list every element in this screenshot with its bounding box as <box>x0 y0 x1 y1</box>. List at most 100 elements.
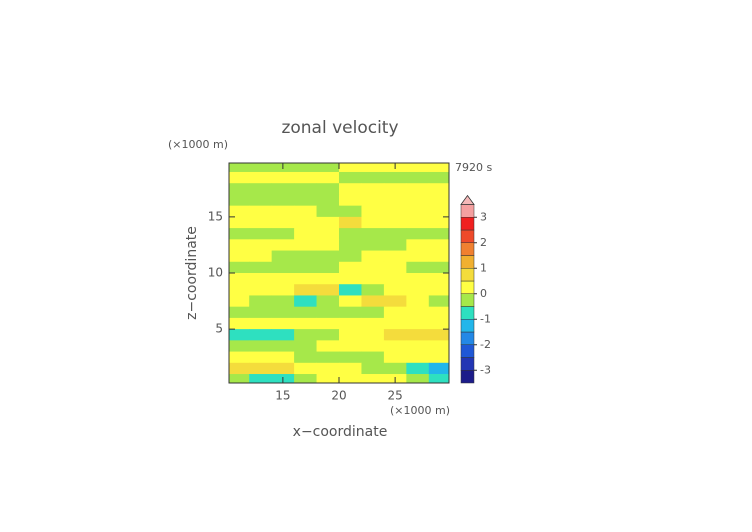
cell <box>383 228 407 240</box>
cell <box>249 228 273 240</box>
cell <box>271 171 295 184</box>
cell <box>229 194 250 207</box>
cell <box>428 295 449 308</box>
cell <box>428 216 449 229</box>
cell <box>316 284 340 296</box>
cell <box>294 261 317 274</box>
colorbar-segment <box>460 204 475 218</box>
cell <box>271 295 295 308</box>
cell <box>406 250 430 263</box>
cell <box>294 351 317 364</box>
cell <box>361 351 385 364</box>
cell <box>316 362 340 375</box>
cell <box>383 340 407 352</box>
y-tick-label: 5 <box>215 322 223 336</box>
cell <box>383 239 407 251</box>
colorbar-tick-label: -1 <box>480 312 491 325</box>
cell <box>361 295 385 308</box>
cell <box>249 250 273 263</box>
cell <box>428 228 449 240</box>
cell <box>316 205 340 218</box>
cell <box>229 273 250 285</box>
cell <box>339 306 362 319</box>
colorbar-segment <box>460 319 475 333</box>
cell <box>316 216 340 229</box>
cell <box>339 374 362 383</box>
cell <box>249 194 273 207</box>
cell <box>428 306 449 319</box>
colorbar-segment <box>460 255 475 269</box>
cell <box>406 163 430 173</box>
cell <box>406 183 430 195</box>
cell <box>316 351 340 364</box>
cell <box>361 317 385 330</box>
cell <box>229 216 250 229</box>
cell <box>249 163 273 173</box>
cell <box>229 239 250 251</box>
cell <box>294 194 317 207</box>
cell <box>294 374 317 383</box>
cell <box>383 306 407 319</box>
cell <box>339 171 362 184</box>
cell <box>249 171 273 184</box>
cell <box>249 306 273 319</box>
colorbar-tick-label: 2 <box>480 236 487 249</box>
cell <box>361 261 385 274</box>
cell <box>339 340 362 352</box>
cell <box>249 295 273 308</box>
colorbar-tick-label: 3 <box>480 210 487 223</box>
x-axis-label: x−coordinate <box>293 424 388 440</box>
colorbar-tick-label: -3 <box>480 363 491 376</box>
cell <box>229 317 250 330</box>
cell <box>316 374 340 383</box>
cell <box>383 273 407 285</box>
cell <box>271 317 295 330</box>
cell <box>316 329 340 341</box>
x-tick-label: 15 <box>275 389 290 403</box>
cell <box>271 216 295 229</box>
cell <box>406 194 430 207</box>
cell <box>383 295 407 308</box>
cell <box>406 284 430 296</box>
cell <box>383 351 407 364</box>
cell <box>294 163 317 173</box>
cell <box>271 329 295 341</box>
cell <box>406 374 430 383</box>
cell <box>249 205 273 218</box>
cell <box>428 340 449 352</box>
cell <box>229 284 250 296</box>
cell <box>361 171 385 184</box>
cell <box>428 273 449 285</box>
cell <box>229 306 250 319</box>
cell <box>383 250 407 263</box>
cell <box>316 228 340 240</box>
cell <box>361 374 385 383</box>
cell <box>406 228 430 240</box>
cell <box>229 340 250 352</box>
cell <box>406 205 430 218</box>
cell <box>316 250 340 263</box>
cell <box>271 340 295 352</box>
cell <box>249 362 273 375</box>
cell <box>339 261 362 274</box>
cell <box>316 340 340 352</box>
cell <box>294 306 317 319</box>
cell <box>316 239 340 251</box>
cell <box>294 216 317 229</box>
colorbar-segment <box>460 306 475 320</box>
colorbar-segment <box>460 344 475 358</box>
cell <box>406 306 430 319</box>
cell <box>271 250 295 263</box>
cell <box>428 351 449 364</box>
cell <box>339 317 362 330</box>
chart-title: zonal velocity <box>281 118 398 138</box>
cell <box>428 183 449 195</box>
colorbar-segment <box>460 242 475 256</box>
cell <box>361 239 385 251</box>
cell <box>383 194 407 207</box>
cell <box>229 228 250 240</box>
y-axis-label: z−coordinate <box>184 226 200 320</box>
cell <box>339 362 362 375</box>
colorbar-segment <box>460 280 475 294</box>
